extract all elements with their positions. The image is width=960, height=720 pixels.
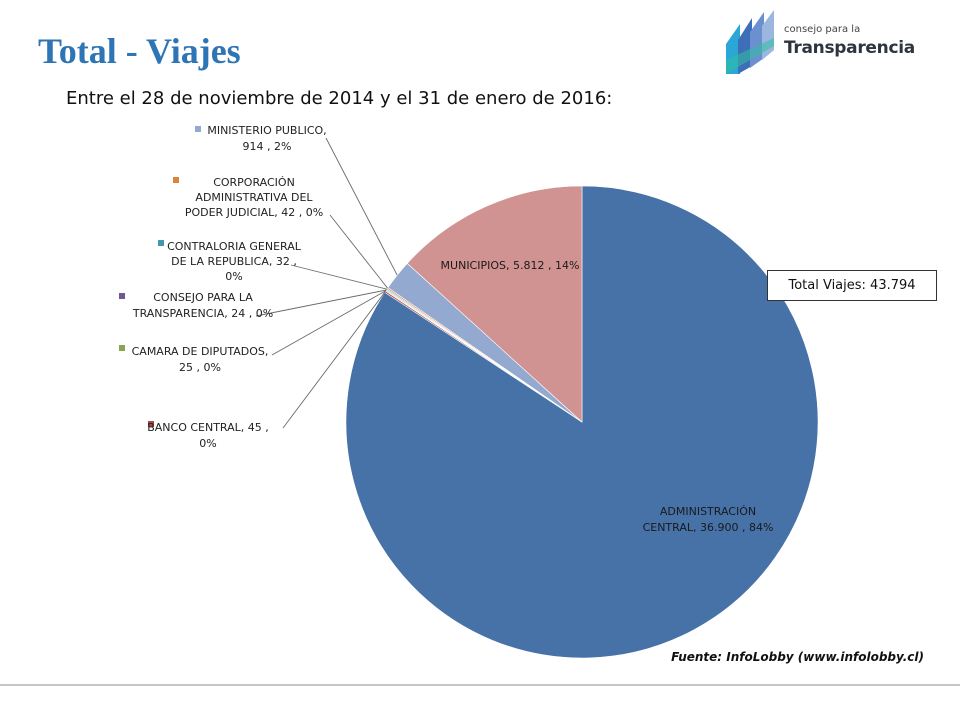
data-label-ministerio-publico: MINISTERIO PUBLICO, 914 , 2% [207, 124, 326, 153]
source-note: Fuente: InfoLobby (www.infolobby.cl) [671, 650, 924, 664]
label-marker-ministerio-publico [195, 126, 201, 132]
label-marker-consejo-para-la-transparencia [119, 293, 125, 299]
page-title: Total - Viajes [38, 31, 241, 71]
leader-line-camara-de-diputados [271, 290, 387, 356]
data-label-camara-de-diputados: CAMARA DE DIPUTADOS, 25 , 0% [132, 345, 269, 374]
logo-small-text: consejo para la [784, 24, 861, 35]
data-label-contraloria-general-de-la-republica: CONTRALORIA GENERAL DE LA REPUBLICA, 32 ,… [167, 240, 302, 283]
leader-line-banco-central [282, 291, 386, 429]
leader-line-corporacion-administrativa-del-poder-judicial [329, 214, 388, 289]
transparency-stripes-logo-icon [726, 10, 774, 74]
leader-line-ministerio-publico [325, 137, 398, 276]
logo-big-text: Transparencia [784, 38, 915, 58]
label-marker-contraloria-general-de-la-republica [158, 240, 164, 246]
data-label-corporacion-administrativa-del-poder-judicial: CORPORACIÓN ADMINISTRATIVA DEL PODER JUDIC… [185, 176, 323, 219]
consejo-transparencia-logo: consejo para la Transparencia [722, 10, 915, 78]
data-label-consejo-para-la-transparencia: CONSEJO PARA LA TRANSPARENCIA, 24 , 0% [132, 291, 273, 320]
leader-line-contraloria-general-de-la-republica [290, 264, 388, 290]
label-marker-corporacion-administrativa-del-poder-judicial [173, 177, 179, 183]
pie-slice-municipios [406, 185, 583, 423]
label-marker-banco-central [148, 421, 154, 427]
leader-line-consejo-para-la-transparencia [255, 289, 387, 317]
data-label-banco-central: BANCO CENTRAL, 45 , 0% [147, 421, 269, 450]
label-marker-camara-de-diputados [119, 345, 125, 351]
data-label-administracion-central: ADMINISTRACIÓN CENTRAL, 36.900 , 84% [643, 505, 774, 534]
total-viajes-box: Total Viajes: 43.794 [767, 270, 937, 301]
page-subtitle: Entre el 28 de noviembre de 2014 y el 31… [66, 88, 613, 109]
data-label-municipios: MUNICIPIOS, 5.812 , 14% [441, 259, 580, 272]
bottom-divider [0, 684, 960, 686]
